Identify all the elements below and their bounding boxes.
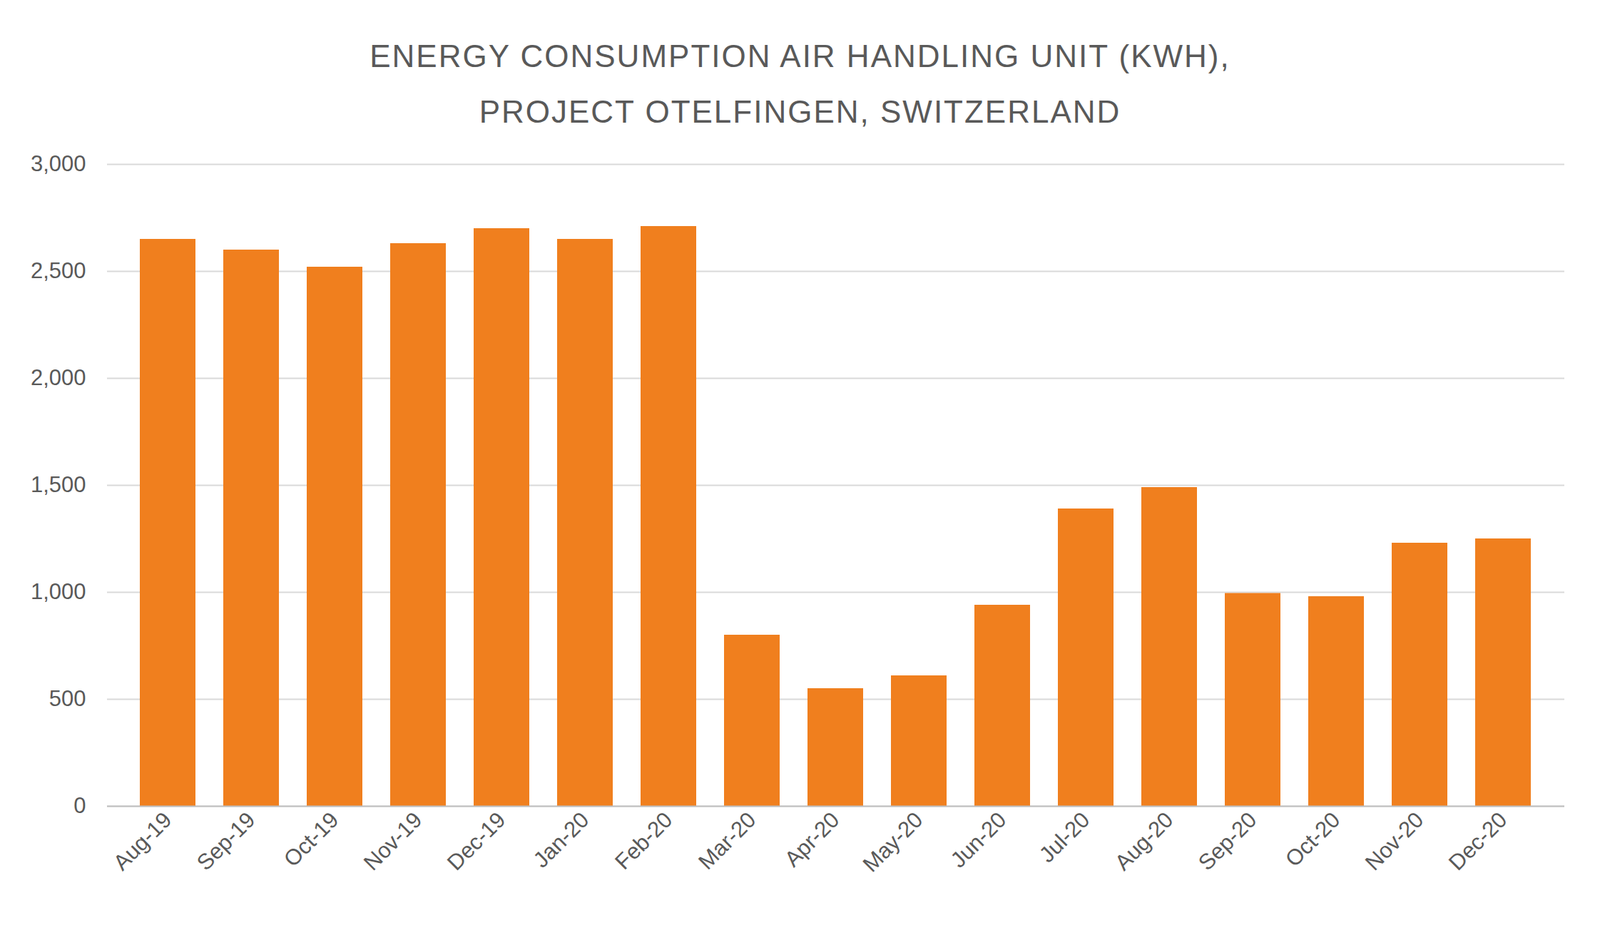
svg-text:1,500: 1,500 [30, 472, 87, 498]
svg-text:0: 0 [73, 793, 86, 819]
svg-text:Jun-20: Jun-20 [945, 807, 1012, 874]
svg-text:Mar-20: Mar-20 [693, 807, 761, 875]
svg-text:1,000: 1,000 [30, 579, 87, 605]
svg-text:Jan-20: Jan-20 [528, 807, 595, 874]
svg-text:Dec-20: Dec-20 [1443, 807, 1512, 876]
html-text:PROJECT OTELFINGEN, SWITZERLAN: PROJECT OTELFINGEN, SWITZERLAND [479, 94, 1121, 130]
svg-text:Apr-20: Apr-20 [779, 807, 845, 873]
svg-text:Aug-19: Aug-19 [108, 807, 177, 876]
svg-text:2,500: 2,500 [30, 258, 87, 284]
svg-text:Sep-20: Sep-20 [1193, 807, 1262, 876]
svg-text:Oct-20: Oct-20 [1280, 807, 1346, 873]
svg-text:Aug-20: Aug-20 [1109, 807, 1178, 876]
svg-text:2,000: 2,000 [30, 365, 87, 391]
html-text:ENERGY CONSUMPTION AIR HANDLIN: ENERGY CONSUMPTION AIR HANDLING UNIT (KW… [369, 38, 1231, 74]
svg-text:Sep-19: Sep-19 [191, 807, 260, 876]
svg-text:Nov-20: Nov-20 [1360, 807, 1429, 876]
svg-text:Feb-20: Feb-20 [609, 807, 677, 875]
svg-text:Dec-19: Dec-19 [442, 807, 511, 876]
svg-text:Oct-19: Oct-19 [278, 807, 344, 873]
svg-text:Jul-20: Jul-20 [1034, 807, 1095, 868]
svg-text:3,000: 3,000 [30, 151, 87, 177]
svg-text:500: 500 [49, 686, 87, 712]
svg-text:May-20: May-20 [858, 807, 929, 878]
svg-text:Nov-19: Nov-19 [358, 807, 427, 876]
